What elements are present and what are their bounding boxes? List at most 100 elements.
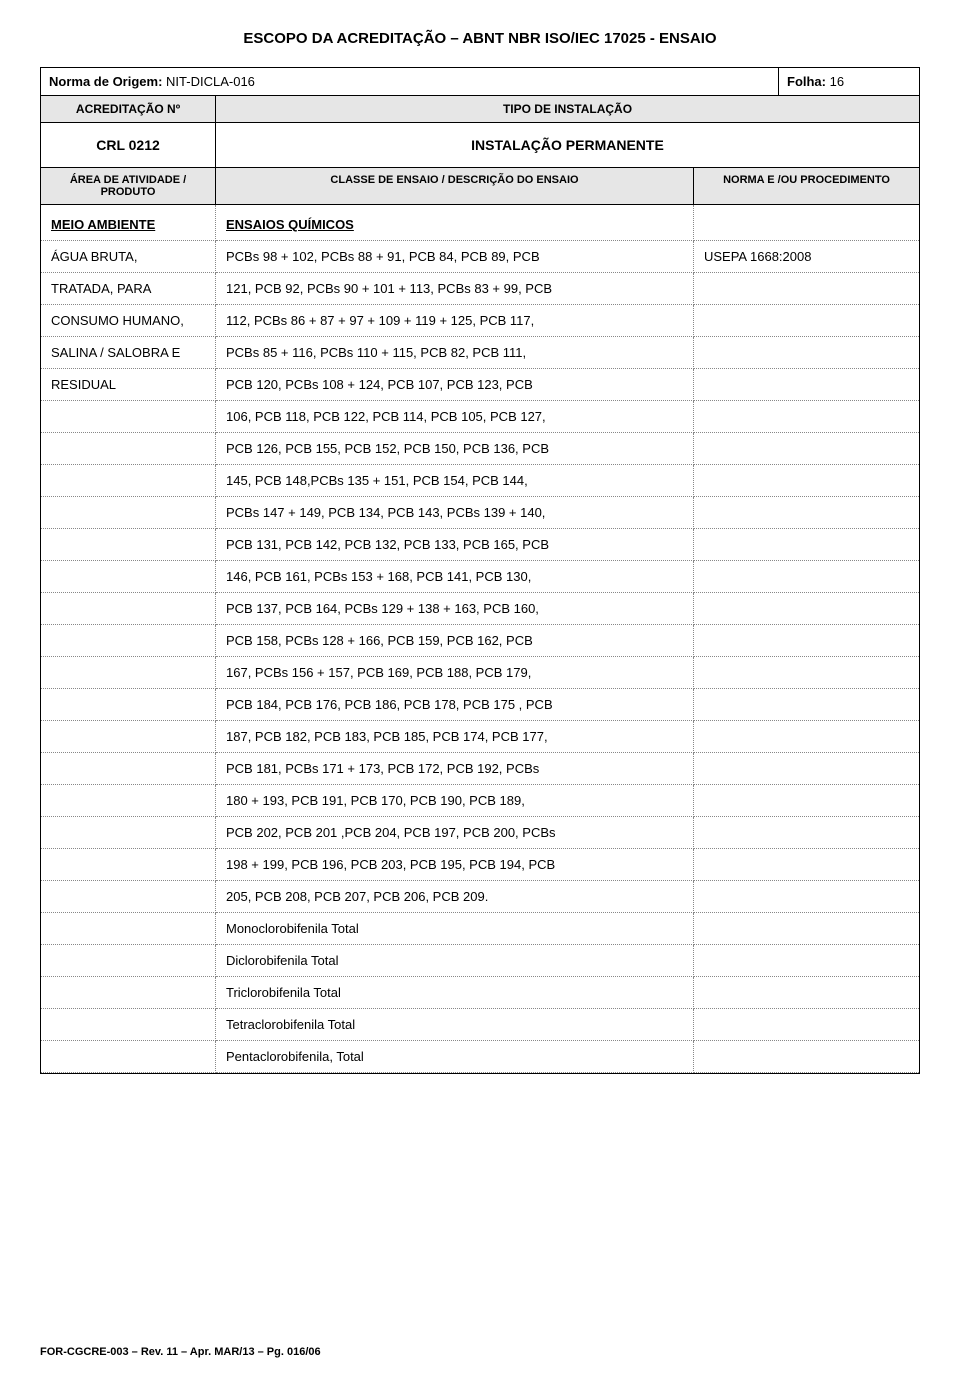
cell-norma (694, 433, 919, 465)
table-row: SALINA / SALOBRA EPCBs 85 + 116, PCBs 11… (41, 337, 919, 369)
cell-classe: PCB 126, PCB 155, PCB 152, PCB 150, PCB … (216, 433, 694, 465)
cell-norma (694, 721, 919, 753)
table-row: RESIDUALPCB 120, PCBs 108 + 124, PCB 107… (41, 369, 919, 401)
table-row: PCB 131, PCB 142, PCB 132, PCB 133, PCB … (41, 529, 919, 561)
cell-area (41, 657, 216, 689)
cell-area: TRATADA, PARA (41, 273, 216, 305)
cell-area (41, 913, 216, 945)
cell-norma (694, 465, 919, 497)
cell-norma (694, 817, 919, 849)
cell-classe: 121, PCB 92, PCBs 90 + 101 + 113, PCBs 8… (216, 273, 694, 305)
rows-container: MEIO AMBIENTEENSAIOS QUÍMICOSÁGUA BRUTA,… (41, 205, 919, 1073)
cell-norma (694, 913, 919, 945)
table-row: 106, PCB 118, PCB 122, PCB 114, PCB 105,… (41, 401, 919, 433)
cell-area (41, 401, 216, 433)
cell-classe: PCB 181, PCBs 171 + 173, PCB 172, PCB 19… (216, 753, 694, 785)
acred-label: ACREDITAÇÃO Nº (41, 96, 216, 123)
cell-classe: PCB 137, PCB 164, PCBs 129 + 138 + 163, … (216, 593, 694, 625)
cell-area (41, 433, 216, 465)
cell-area (41, 817, 216, 849)
cell-classe: PCB 202, PCB 201 ,PCB 204, PCB 197, PCB … (216, 817, 694, 849)
cell-norma (694, 849, 919, 881)
cell-classe: 167, PCBs 156 + 157, PCB 169, PCB 188, P… (216, 657, 694, 689)
cell-norma (694, 625, 919, 657)
cell-norma (694, 561, 919, 593)
cell-area (41, 721, 216, 753)
cell-norma: USEPA 1668:2008 (694, 241, 919, 273)
table-row: 187, PCB 182, PCB 183, PCB 185, PCB 174,… (41, 721, 919, 753)
cell-classe: 146, PCB 161, PCBs 153 + 168, PCB 141, P… (216, 561, 694, 593)
cell-norma (694, 305, 919, 337)
cell-area (41, 465, 216, 497)
cell-norma (694, 977, 919, 1009)
cell-area (41, 689, 216, 721)
cell-classe: 112, PCBs 86 + 87 + 97 + 109 + 119 + 125… (216, 305, 694, 337)
footer-text: FOR-CGCRE-003 – Rev. 11 – Apr. MAR/13 – … (40, 1346, 321, 1358)
norma-row: Norma de Origem: NIT-DICLA-016 Folha: 16 (41, 68, 919, 96)
table-row: MEIO AMBIENTEENSAIOS QUÍMICOS (41, 205, 919, 241)
table-row: PCB 202, PCB 201 ,PCB 204, PCB 197, PCB … (41, 817, 919, 849)
cell-area (41, 561, 216, 593)
table-row: TRATADA, PARA121, PCB 92, PCBs 90 + 101 … (41, 273, 919, 305)
table-row: ÁGUA BRUTA,PCBs 98 + 102, PCBs 88 + 91, … (41, 241, 919, 273)
table-row: 198 + 199, PCB 196, PCB 203, PCB 195, PC… (41, 849, 919, 881)
norma-value: NIT-DICLA-016 (166, 74, 255, 89)
cell-classe: PCB 131, PCB 142, PCB 132, PCB 133, PCB … (216, 529, 694, 561)
cell-norma (694, 881, 919, 913)
table-row: 145, PCB 148,PCBs 135 + 151, PCB 154, PC… (41, 465, 919, 497)
cell-classe: 145, PCB 148,PCBs 135 + 151, PCB 154, PC… (216, 465, 694, 497)
table-row: Diclorobifenila Total (41, 945, 919, 977)
norma-origem: Norma de Origem: NIT-DICLA-016 (41, 68, 779, 95)
table-row: PCB 184, PCB 176, PCB 186, PCB 178, PCB … (41, 689, 919, 721)
cell-classe: PCBs 147 + 149, PCB 134, PCB 143, PCBs 1… (216, 497, 694, 529)
classe-label: CLASSE DE ENSAIO / DESCRIÇÃO DO ENSAIO (216, 168, 694, 205)
cell-classe: PCB 120, PCBs 108 + 124, PCB 107, PCB 12… (216, 369, 694, 401)
cell-norma (694, 205, 919, 241)
table-row: PCB 137, PCB 164, PCBs 129 + 138 + 163, … (41, 593, 919, 625)
tipo-label: TIPO DE INSTALAÇÃO (216, 96, 919, 123)
cell-classe: Pentaclorobifenila, Total (216, 1041, 694, 1073)
cell-norma (694, 273, 919, 305)
table-row: 146, PCB 161, PCBs 153 + 168, PCB 141, P… (41, 561, 919, 593)
sub-header-row: ÁREA DE ATIVIDADE / PRODUTO CLASSE DE EN… (41, 168, 919, 205)
table-row: Pentaclorobifenila, Total (41, 1041, 919, 1073)
cell-area (41, 497, 216, 529)
cell-area (41, 1041, 216, 1073)
table-row: PCB 181, PCBs 171 + 173, PCB 172, PCB 19… (41, 753, 919, 785)
cell-area (41, 881, 216, 913)
cell-area (41, 593, 216, 625)
cell-area (41, 625, 216, 657)
cell-classe: PCBs 85 + 116, PCBs 110 + 115, PCB 82, P… (216, 337, 694, 369)
crl-value: CRL 0212 (41, 123, 216, 168)
cell-area: RESIDUAL (41, 369, 216, 401)
instalacao-value: INSTALAÇÃO PERMANENTE (216, 123, 919, 168)
cell-classe: ENSAIOS QUÍMICOS (216, 205, 694, 241)
document-frame: Norma de Origem: NIT-DICLA-016 Folha: 16… (40, 67, 920, 1074)
area-label: ÁREA DE ATIVIDADE / PRODUTO (41, 168, 216, 205)
folha-value: 16 (830, 74, 844, 89)
folha-label: Folha: (787, 74, 826, 89)
cell-area: ÁGUA BRUTA, (41, 241, 216, 273)
table-row: Triclorobifenila Total (41, 977, 919, 1009)
cell-norma (694, 401, 919, 433)
cell-area: SALINA / SALOBRA E (41, 337, 216, 369)
norma-label: Norma de Origem: (49, 74, 162, 89)
cell-area (41, 945, 216, 977)
table-row: PCB 126, PCB 155, PCB 152, PCB 150, PCB … (41, 433, 919, 465)
table-row: CONSUMO HUMANO,112, PCBs 86 + 87 + 97 + … (41, 305, 919, 337)
table-row: PCBs 147 + 149, PCB 134, PCB 143, PCBs 1… (41, 497, 919, 529)
table-row: 180 + 193, PCB 191, PCB 170, PCB 190, PC… (41, 785, 919, 817)
cell-area: CONSUMO HUMANO, (41, 305, 216, 337)
cell-area (41, 849, 216, 881)
cell-norma (694, 945, 919, 977)
cell-norma (694, 593, 919, 625)
cell-norma (694, 529, 919, 561)
cell-classe: 187, PCB 182, PCB 183, PCB 185, PCB 174,… (216, 721, 694, 753)
page-title: ESCOPO DA ACREDITAÇÃO – ABNT NBR ISO/IEC… (40, 30, 920, 47)
table-row: 205, PCB 208, PCB 207, PCB 206, PCB 209. (41, 881, 919, 913)
cell-area (41, 1009, 216, 1041)
cell-area (41, 753, 216, 785)
cell-norma (694, 657, 919, 689)
cell-classe: PCBs 98 + 102, PCBs 88 + 91, PCB 84, PCB… (216, 241, 694, 273)
cell-classe: Triclorobifenila Total (216, 977, 694, 1009)
